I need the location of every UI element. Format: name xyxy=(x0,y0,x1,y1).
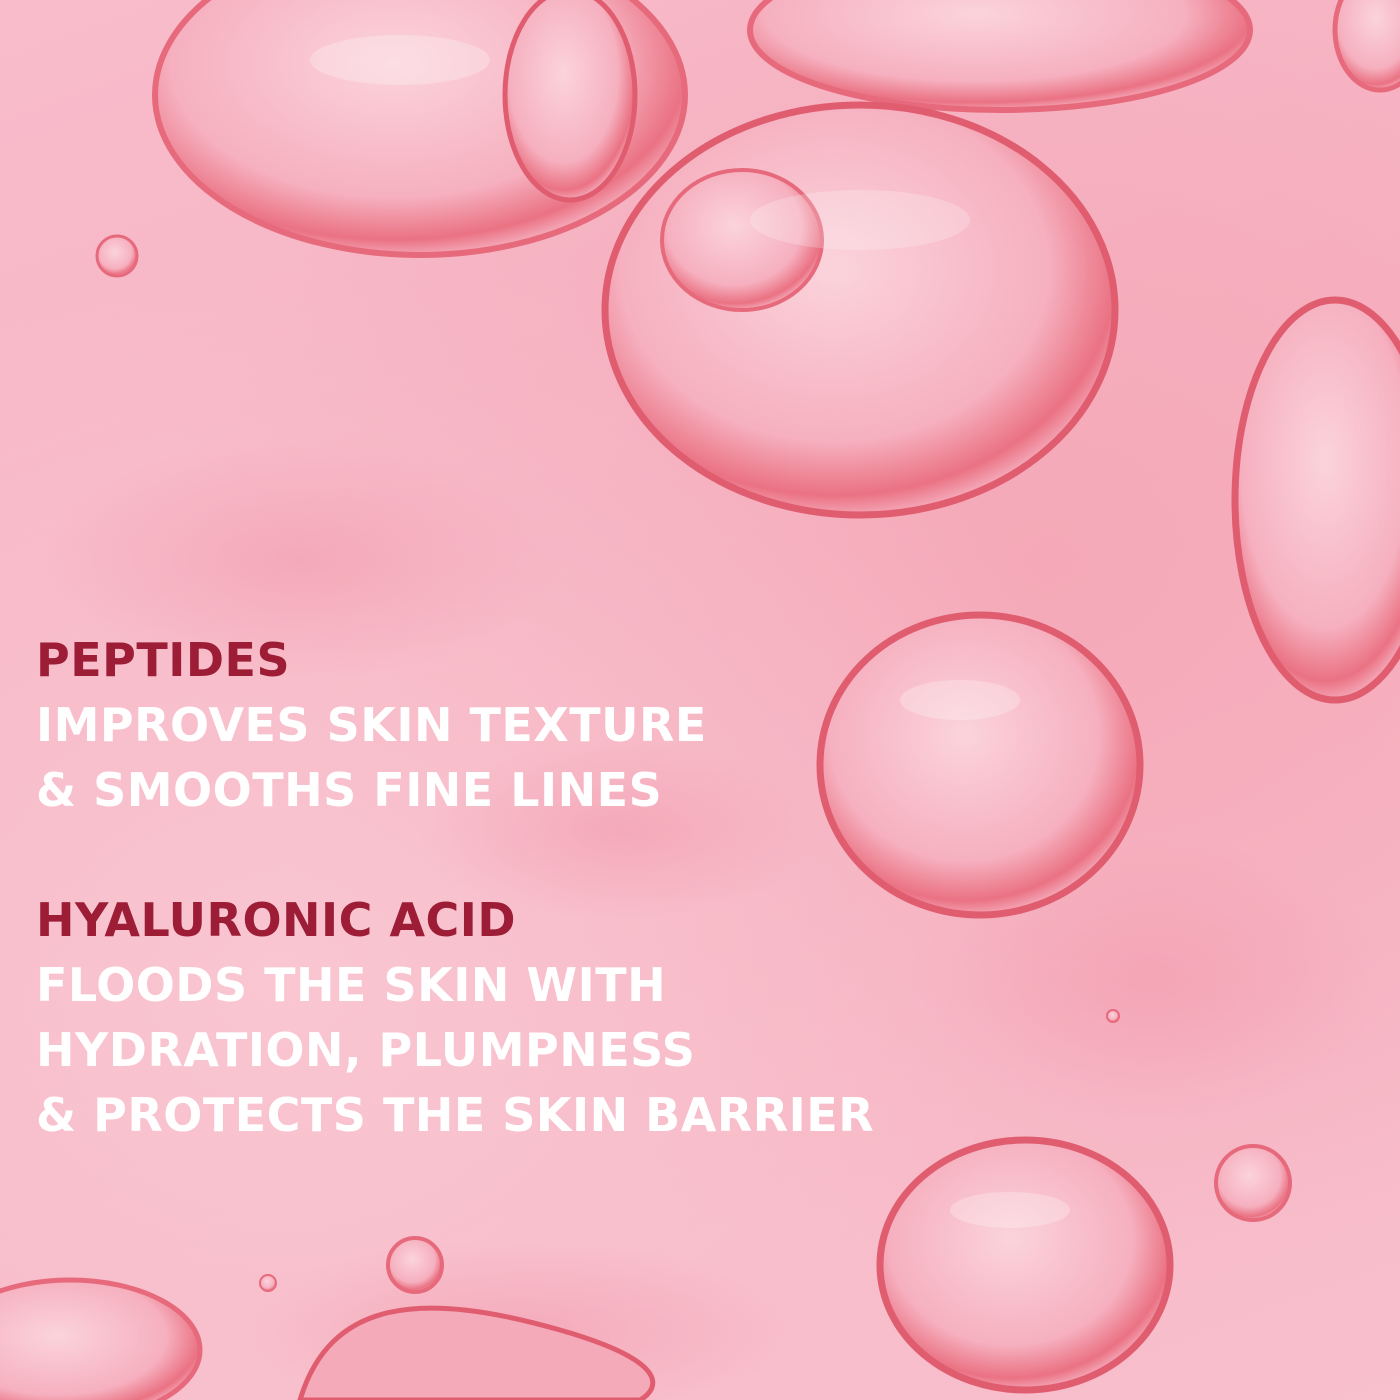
ingredient-benefit-line: HYDRATION, PLUMPNESS xyxy=(36,1023,696,1077)
ingredient-hyaluronic-acid: HYALURONIC ACID FLOODS THE SKIN WITH HYD… xyxy=(36,888,936,1148)
highlight xyxy=(750,190,970,250)
ingredient-benefit-line: & PROTECTS THE SKIN BARRIER xyxy=(36,1088,875,1142)
bubble xyxy=(259,1274,277,1292)
ingredient-benefit-line: IMPROVES SKIN TEXTURE xyxy=(36,698,707,752)
highlight xyxy=(900,680,1020,720)
bubble xyxy=(747,0,1253,113)
bubble xyxy=(660,168,824,312)
highlight xyxy=(950,1192,1070,1228)
bubble xyxy=(876,1136,1174,1394)
ingredient-name: HYALURONIC ACID xyxy=(36,893,517,947)
ingredient-list: PEPTIDES IMPROVES SKIN TEXTURE & SMOOTHS… xyxy=(36,628,936,1148)
gel-swirl xyxy=(40,440,560,680)
ingredient-benefit-line: & SMOOTHS FINE LINES xyxy=(36,763,663,817)
bubble xyxy=(386,1236,444,1294)
gel-swirl xyxy=(420,740,820,920)
highlight xyxy=(310,35,490,85)
bubble xyxy=(816,611,1144,919)
bubble xyxy=(1106,1009,1120,1023)
ingredient-peptides: PEPTIDES IMPROVES SKIN TEXTURE & SMOOTHS… xyxy=(36,628,936,823)
bubble xyxy=(1332,0,1400,93)
bubble xyxy=(502,0,638,203)
bubble xyxy=(1214,1144,1292,1222)
bubble xyxy=(1231,296,1400,704)
ingredient-benefit-line: FLOODS THE SKIN WITH xyxy=(36,958,667,1012)
bubble xyxy=(601,101,1119,519)
gel-edge xyxy=(297,1305,656,1400)
bubble xyxy=(95,234,139,278)
bubble xyxy=(0,1277,203,1400)
ingredient-name: PEPTIDES xyxy=(36,633,291,687)
